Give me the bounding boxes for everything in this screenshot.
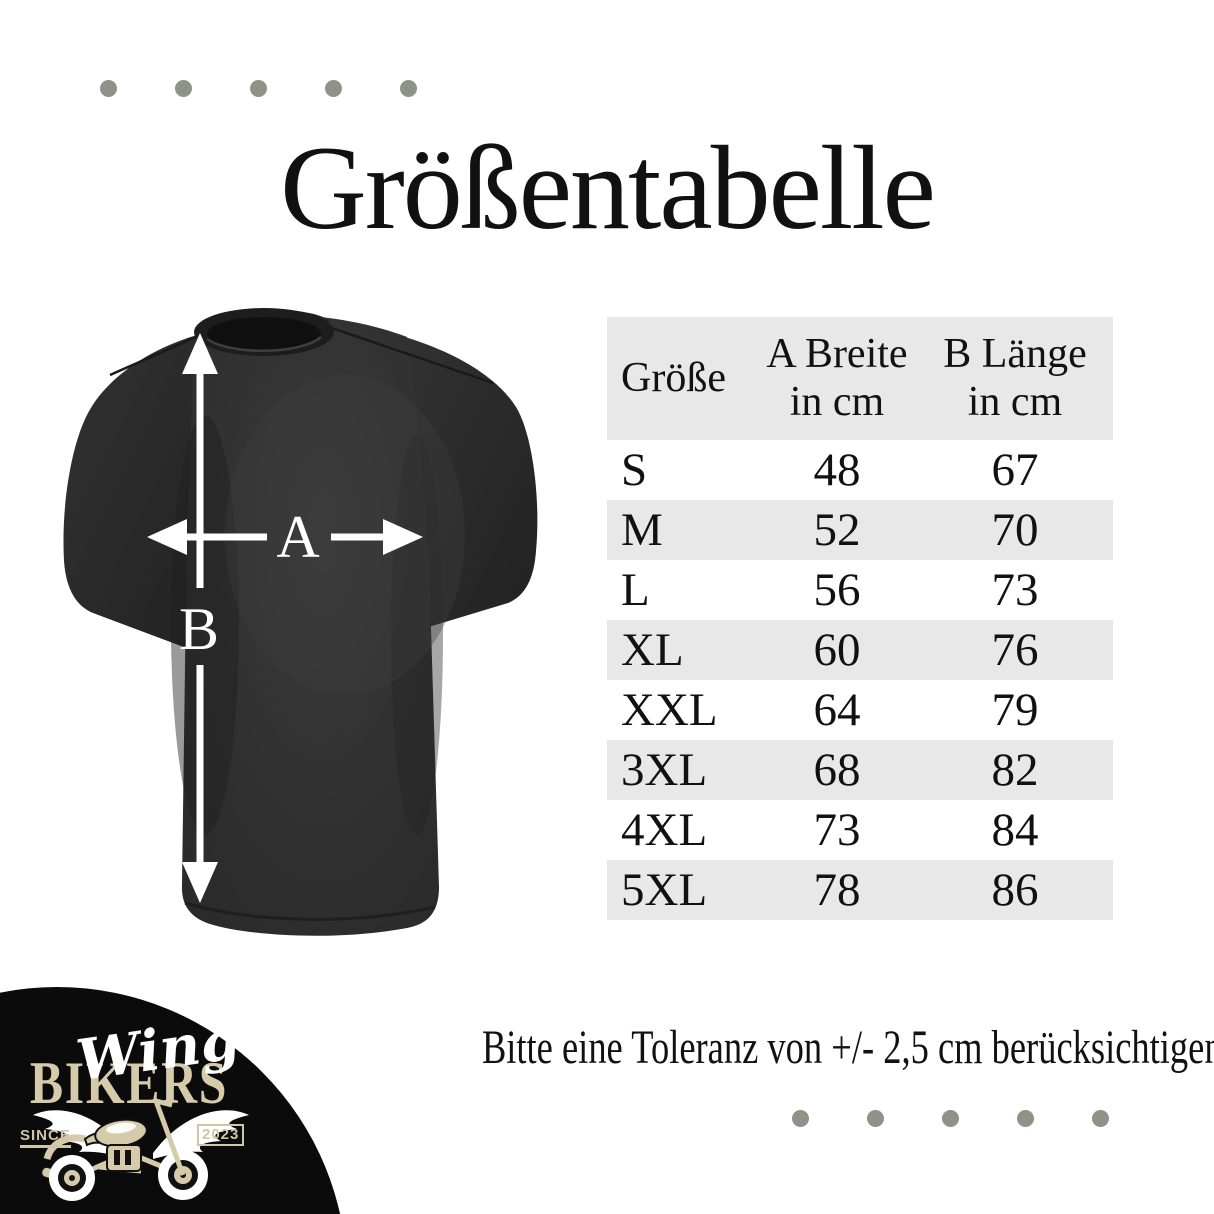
fork — [153, 1100, 186, 1176]
table-row: 5XL 78 86 — [607, 860, 1113, 920]
measurement-arrows — [184, 371, 388, 867]
brand-logo: BIKERS — [0, 987, 347, 1214]
header-width: A Breite in cm — [766, 331, 908, 425]
wings-icon — [33, 1110, 249, 1159]
header-length: B Länge in cm — [943, 331, 1087, 425]
tshirt-body — [181, 314, 439, 936]
logo-brand-name: BIKERS — [29, 1050, 229, 1116]
dot-icon — [1017, 1110, 1034, 1127]
rear-wheel — [49, 1155, 95, 1201]
arrow-up-icon — [182, 333, 218, 374]
tshirt-hem-seam — [184, 901, 436, 921]
tshirt-measurement-figure: A B — [55, 295, 575, 945]
dot-icon — [175, 80, 192, 97]
dot-icon — [942, 1110, 959, 1127]
decorative-dots-bottom — [792, 1110, 1109, 1127]
arrow-right-icon — [383, 519, 423, 555]
engine-slit — [125, 1150, 131, 1165]
tshirt-left-shoulder-seam — [109, 331, 206, 377]
header-size: Größe — [621, 354, 726, 401]
dot-icon — [1092, 1110, 1109, 1127]
fender — [43, 1134, 86, 1161]
arrow-left-icon — [147, 519, 187, 555]
tshirt-illustration: A B — [63, 308, 538, 936]
table-row: 3XL 68 82 — [607, 740, 1113, 800]
tshirt-right-shoulder-seam — [322, 323, 494, 385]
size-table: Größe A Breite in cm B Länge in cm S 48 … — [607, 317, 1113, 920]
dot-icon — [250, 80, 267, 97]
table-row: M 52 70 — [607, 500, 1113, 560]
dot-icon — [867, 1110, 884, 1127]
dot-icon — [100, 80, 117, 97]
dot-icon — [792, 1110, 809, 1127]
dot-icon — [325, 80, 342, 97]
logo-since-label: SINCE — [20, 1127, 71, 1148]
table-row: 4XL 73 84 — [621, 804, 1039, 856]
table-row: XL 60 76 — [607, 620, 1113, 680]
tshirt-right-sleeve — [393, 337, 538, 631]
tshirt-collar-rib — [206, 336, 322, 352]
arrow-down-icon — [182, 862, 218, 903]
length-measure-label: B — [179, 596, 219, 662]
engine-slit — [114, 1150, 120, 1165]
dot-icon — [400, 80, 417, 97]
logo-year-label: 2023 — [197, 1124, 245, 1146]
engine — [106, 1144, 142, 1172]
page-title: Größentabelle — [280, 121, 936, 254]
tshirt-shadow-left — [171, 415, 239, 835]
decorative-dots-top — [100, 80, 417, 97]
winged-motorcycle-icon — [29, 1095, 254, 1210]
tank-highlight — [106, 1122, 136, 1134]
tshirt-left-sleeve — [63, 335, 213, 648]
tolerance-note: Bitte eine Toleranz von +/- 2,5 cm berüc… — [481, 1021, 1214, 1074]
size-table-header: Größe A Breite in cm B Länge in cm — [607, 317, 1113, 440]
tshirt-collar-opening — [207, 317, 321, 351]
table-row: L 56 73 — [621, 564, 1039, 616]
width-measure-label: A — [276, 504, 319, 570]
handlebar — [155, 1098, 173, 1108]
table-row: S 48 67 — [621, 444, 1039, 496]
table-row: XXL 64 79 — [621, 684, 1039, 736]
